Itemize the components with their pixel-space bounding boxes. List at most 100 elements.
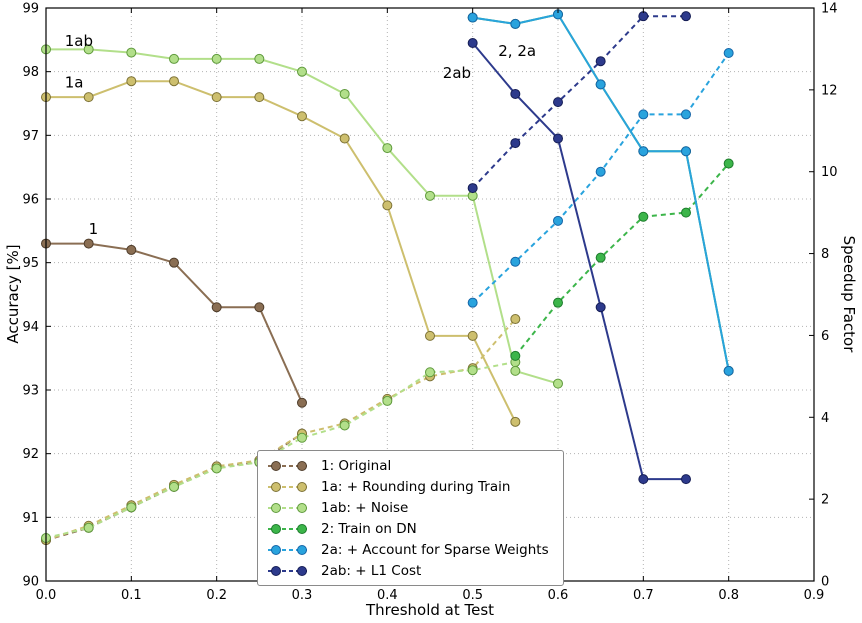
marker-2ab <box>553 133 563 144</box>
y-right-tick-label: 8 <box>821 247 829 262</box>
y-right-tick-label: 2 <box>821 493 829 508</box>
marker-2 <box>723 158 734 169</box>
series-2-speedup-line <box>514 162 730 357</box>
marker-1a <box>467 330 478 341</box>
marker-1ab <box>169 481 179 492</box>
legend-marker-icon <box>268 481 310 492</box>
marker-2a <box>723 365 734 376</box>
y-axis-title-left: Accuracy [%] <box>4 244 22 344</box>
marker-2 <box>681 207 691 218</box>
marker-1ab <box>510 365 521 376</box>
y-left-tick-label: 99 <box>22 2 39 17</box>
legend-marker-icon <box>268 460 310 471</box>
marker-2ab <box>681 11 691 22</box>
legend-item-2: 2: Train on DN <box>266 518 549 539</box>
y-right-tick-label: 0 <box>821 575 829 590</box>
legend-marker-icon <box>268 502 310 513</box>
marker-1ab <box>211 463 222 474</box>
marker-2ab <box>510 88 521 99</box>
series-label-1: 1 <box>89 220 99 238</box>
legend: 1: Original 1a: + Rounding during Train 1a… <box>257 450 564 586</box>
legend-label: 2ab: + L1 Cost <box>321 562 422 579</box>
marker-1 <box>254 302 265 313</box>
y-right-tick-label: 12 <box>821 83 838 98</box>
x-tick-label: 0.0 <box>36 588 57 603</box>
marker-1ab <box>83 522 94 533</box>
marker-1a <box>126 76 137 87</box>
marker-1a <box>339 133 350 144</box>
legend-item-1ab: 1ab: + Noise <box>266 497 549 518</box>
x-tick-label: 0.2 <box>206 588 227 603</box>
y-right-tick-label: 6 <box>821 329 829 344</box>
marker-1a <box>510 416 521 427</box>
x-tick-label: 0.7 <box>633 588 654 603</box>
marker-1ab <box>425 367 435 378</box>
marker-2a <box>553 215 563 226</box>
marker-1ab <box>339 88 350 99</box>
legend-marker-icon <box>268 523 310 534</box>
marker-1ab <box>169 53 179 64</box>
y-left-tick-label: 96 <box>22 193 39 208</box>
marker-1ab <box>254 53 265 64</box>
marker-1a <box>169 76 179 87</box>
marker-1ab <box>126 502 137 513</box>
marker-1 <box>83 238 94 249</box>
x-tick-label: 0.1 <box>121 588 142 603</box>
marker-2a <box>681 109 691 120</box>
series-label-2ab: 2ab <box>443 64 471 82</box>
y-right-tick-label: 14 <box>821 2 838 17</box>
y-left-tick-label: 92 <box>22 447 39 462</box>
marker-1 <box>169 257 179 268</box>
marker-2ab <box>467 38 478 49</box>
legend-marker-icon <box>268 544 310 555</box>
marker-1ab <box>297 66 307 77</box>
marker-1a <box>425 330 435 341</box>
y-left-tick-label: 95 <box>22 256 39 271</box>
marker-1ab <box>211 53 222 64</box>
legend-item-2ab: 2ab: + L1 Cost <box>266 560 549 581</box>
marker-1ab <box>339 420 350 431</box>
marker-1a <box>297 111 307 122</box>
marker-1ab <box>297 432 307 443</box>
legend-label: 1ab: + Noise <box>321 499 409 516</box>
marker-2ab <box>638 11 649 22</box>
marker-1ab <box>382 395 393 406</box>
marker-2a <box>723 48 734 59</box>
legend-item-2a: 2a: + Account for Sparse Weights <box>266 539 549 560</box>
x-tick-label: 0.8 <box>718 588 739 603</box>
marker-2ab <box>510 138 521 149</box>
series-label-1a: 1a <box>65 74 84 92</box>
y-left-tick-label: 90 <box>22 575 39 590</box>
marker-2a <box>467 12 478 23</box>
series-1a-accuracy-line <box>46 80 517 423</box>
marker-2a <box>638 146 649 157</box>
legend-item-1a: 1a: + Rounding during Train <box>266 476 549 497</box>
y-right-tick-label: 4 <box>821 411 829 426</box>
marker-2 <box>595 252 606 263</box>
marker-2 <box>553 297 563 308</box>
marker-2a <box>595 166 606 177</box>
marker-2ab <box>681 474 691 485</box>
marker-2 <box>638 211 649 222</box>
marker-2a <box>467 297 478 308</box>
series-label-1ab: 1ab <box>65 32 93 50</box>
marker-2a <box>638 109 649 120</box>
marker-2a <box>510 256 521 267</box>
x-tick-label: 0.4 <box>377 588 398 603</box>
y-left-tick-label: 97 <box>22 129 39 144</box>
marker-1a <box>83 92 94 103</box>
marker-2ab <box>553 97 563 108</box>
marker-1ab <box>467 365 478 376</box>
y-left-tick-label: 98 <box>22 65 39 80</box>
legend-label: 2a: + Account for Sparse Weights <box>321 541 549 558</box>
series-1a-speedup-line <box>45 318 517 542</box>
marker-2ab <box>467 183 478 194</box>
marker-2a <box>595 79 606 90</box>
marker-2ab <box>638 474 649 485</box>
marker-1a <box>211 92 222 103</box>
marker-2ab <box>595 56 606 67</box>
legend-label: 1: Original <box>321 457 392 474</box>
legend-marker-icon <box>268 565 310 576</box>
